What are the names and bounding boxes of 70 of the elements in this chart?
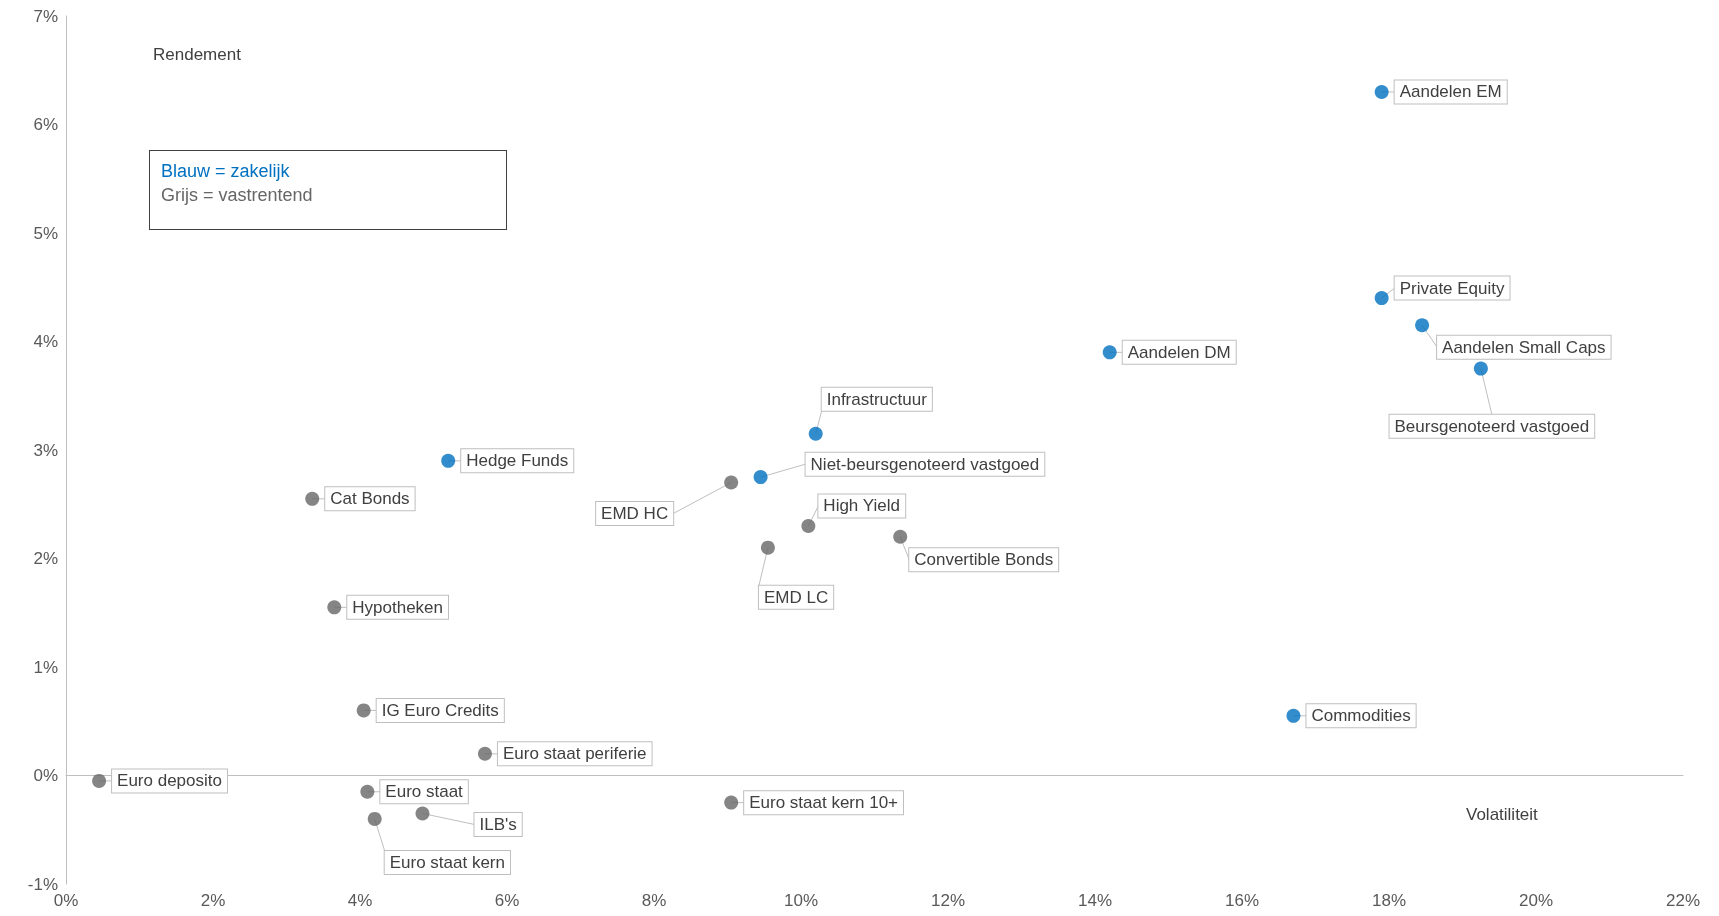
point	[808, 426, 823, 441]
annotation: Euro staat kern	[389, 852, 505, 872]
point	[801, 518, 816, 533]
x-tick-label: 18%	[1371, 891, 1407, 910]
annotation: Niet-beursgenoteerd vastgoed	[810, 454, 1040, 474]
point	[305, 491, 320, 506]
x-tick-label: 10%	[783, 891, 819, 910]
x-tick-label: 20%	[1518, 891, 1554, 910]
point	[753, 470, 768, 485]
annotation: Infrastructuur	[826, 389, 928, 409]
x-tick-label: 2%	[200, 891, 226, 910]
annotation: Euro staat periferie	[502, 744, 647, 764]
y-tick-label: 5%	[33, 223, 58, 243]
annotation: Cat Bonds	[330, 489, 410, 509]
annotation: EMD HC	[601, 504, 669, 524]
annotation: Commodities	[1311, 706, 1411, 726]
point	[1102, 345, 1117, 360]
point	[327, 600, 342, 615]
note-frame: Blauw = zakelijk Grijs = vastrentend	[149, 150, 507, 230]
y-tick-label: 0%	[33, 766, 58, 785]
x-tick-label: 12%	[930, 891, 966, 910]
point	[367, 811, 382, 826]
point	[360, 784, 375, 799]
point	[441, 453, 456, 468]
point	[724, 795, 739, 810]
annotation: Private Equity	[1399, 278, 1506, 298]
point	[356, 703, 371, 718]
y-tick-label: 7%	[33, 6, 58, 26]
point	[1473, 361, 1488, 376]
annotation: ILB's	[479, 814, 517, 834]
x-axis-title: Volatiliteit	[1466, 805, 1539, 824]
point	[1286, 708, 1301, 723]
annotation: Hypotheken	[352, 597, 444, 617]
annotation: Euro deposito	[117, 771, 222, 791]
annotation: Aandelen DM	[1127, 342, 1231, 362]
y-tick-label: -1%	[27, 874, 58, 894]
x-tick-label: 0%	[53, 891, 79, 910]
x-tick-label: 16%	[1224, 891, 1260, 910]
annotation: Euro staat	[385, 782, 464, 802]
annotation: Aandelen EM	[1399, 82, 1502, 102]
x-tick-label: 22%	[1665, 891, 1701, 910]
y-tick-label: 1%	[33, 657, 58, 677]
y-tick-label: 4%	[33, 332, 58, 351]
x-tick-label: 8%	[641, 891, 667, 910]
point	[724, 475, 739, 490]
y-axis-title: Rendement	[153, 45, 242, 64]
point	[477, 746, 492, 761]
annotation: IG Euro Credits	[381, 700, 499, 720]
y-tick-label: 2%	[33, 549, 58, 568]
annotation: Aandelen Small Caps	[1442, 337, 1606, 357]
annotation: Blauw = zakelijk	[161, 160, 291, 183]
point	[760, 540, 775, 555]
point	[1415, 318, 1430, 333]
y-tick-label: 3%	[33, 440, 58, 460]
annotation: EMD LC	[763, 587, 829, 607]
annotation: Hedge Funds	[466, 451, 569, 471]
x-tick-label: 4%	[347, 891, 373, 910]
point	[893, 529, 908, 544]
point	[415, 806, 430, 821]
point	[1374, 84, 1389, 99]
annotation: Beursgenoteerd vastgoed	[1394, 416, 1590, 436]
annotation: Convertible Bonds	[914, 550, 1054, 570]
point	[92, 773, 107, 788]
annotation: Grijs = vastrentend	[161, 184, 314, 207]
x-tick-label: 6%	[494, 891, 520, 910]
annotation: High Yield	[823, 496, 900, 516]
point	[1374, 291, 1389, 306]
annotation: Euro staat kern 10+	[749, 793, 899, 813]
x-tick-label: 14%	[1077, 891, 1113, 910]
y-tick-label: 6%	[33, 115, 58, 134]
